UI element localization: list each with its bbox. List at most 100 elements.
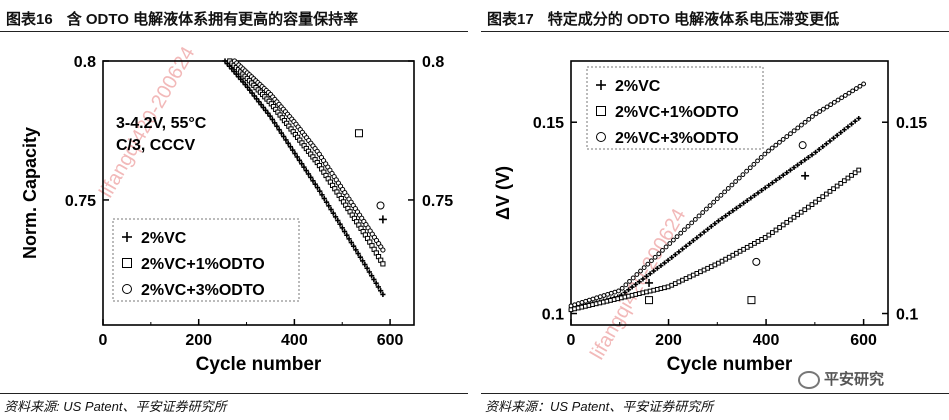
data-point-plus: [238, 76, 244, 82]
data-point-plus: [350, 243, 357, 249]
data-point-plus: [346, 236, 352, 242]
x-axis-title: Cycle number: [196, 354, 322, 375]
legend-label: 2%VC+1%ODTO: [141, 256, 265, 273]
data-point-circle: [799, 122, 804, 128]
data-point-circle: [857, 83, 863, 89]
data-point-plus: [310, 178, 316, 184]
plot-frame: [102, 60, 415, 326]
data-point-plus: [317, 188, 323, 194]
data-point-plus: [222, 58, 228, 64]
data-point-plus: [838, 130, 844, 135]
data-point-plus: [272, 120, 278, 126]
data-point-square: [813, 199, 818, 205]
data-point-plus: [647, 271, 653, 277]
figure-label: 图表17: [487, 11, 534, 28]
legend-marker-plus: [122, 232, 132, 242]
data-point-plus: [654, 265, 660, 271]
figure-heading: 特定成分的 ODTO 电解液体系电压滞变更低: [547, 11, 840, 28]
figure-title: 图表16 含 ODTO 电解液体系拥有更高的容量保持率: [6, 8, 358, 29]
data-point-plus: [344, 232, 350, 238]
data-point-square: [805, 204, 811, 210]
legend-marker-square: [122, 258, 132, 268]
data-point-plus: [827, 138, 833, 144]
x-tick-label: 200: [655, 332, 682, 349]
data-point-plus: [326, 203, 332, 209]
legend-box: [112, 218, 300, 302]
legend-label: 2%VC+3%ODTO: [615, 130, 739, 147]
data-point-plus: [303, 167, 309, 174]
data-point-plus: [299, 161, 305, 167]
data-point-circle: [828, 102, 834, 108]
data-point-plus: [823, 141, 829, 147]
data-point-circle: [813, 111, 819, 117]
data-point-plus: [260, 104, 266, 111]
data-point-circle: [722, 189, 728, 195]
data-point-circle: [707, 203, 713, 209]
stray-marker-plus: [801, 171, 810, 180]
data-point-circle: [671, 237, 676, 243]
y-axis-title: Norm. Capacity: [20, 127, 40, 259]
data-point-square: [798, 209, 804, 215]
data-point-plus: [795, 162, 800, 168]
y-axis-title: ΔV (V): [493, 166, 513, 220]
data-point-circle: [380, 247, 386, 253]
data-point-plus: [626, 287, 631, 293]
data-point-plus: [676, 249, 682, 255]
data-point-plus: [662, 260, 667, 266]
y-tick-label: 0.1: [542, 307, 564, 324]
data-point-square: [827, 188, 833, 194]
legend-marker-circle: [122, 284, 132, 294]
data-point-circle: [630, 275, 636, 281]
data-point-plus: [321, 195, 327, 202]
data-point-plus: [852, 118, 858, 124]
y-tick-label-right: 0.8: [422, 54, 444, 71]
source-rule: [0, 393, 468, 394]
data-point-plus: [276, 127, 282, 133]
data-point-circle: [736, 175, 742, 181]
data-point-plus: [658, 263, 664, 269]
data-point-plus: [312, 181, 318, 187]
data-point-plus: [680, 246, 685, 252]
figure-title: 图表17 特定成分的 ODTO 电解液体系电压滞变更低: [487, 8, 839, 29]
data-point-plus: [701, 229, 707, 235]
figure-heading: 含 ODTO 电解液体系拥有更高的容量保持率: [66, 11, 359, 28]
data-point-circle: [703, 206, 709, 212]
data-point-plus: [816, 147, 822, 152]
legend-box: [586, 66, 764, 150]
data-point-plus: [359, 258, 366, 264]
data-point-circle: [850, 88, 856, 94]
wechat-icon: [798, 371, 820, 390]
x-axis-title: Cycle number: [667, 354, 793, 375]
data-point-plus: [644, 273, 649, 279]
data-point-square: [791, 214, 797, 220]
data-point-plus: [281, 133, 287, 140]
data-point-plus: [375, 284, 381, 290]
data-point-plus: [337, 221, 343, 227]
stray-marker-square: [354, 129, 363, 138]
data-point-square: [841, 178, 847, 184]
data-point-plus: [308, 174, 314, 180]
data-point-circle: [846, 90, 852, 96]
data-point-plus: [777, 175, 783, 181]
data-point-circle: [641, 265, 647, 271]
plot-frame: [570, 60, 889, 326]
data-point-circle: [747, 165, 753, 171]
data-point-circle: [780, 137, 786, 142]
data-point-circle: [685, 223, 691, 229]
data-point-plus: [366, 269, 372, 275]
data-point-plus: [265, 110, 271, 116]
data-point-circle: [645, 261, 651, 267]
data-point-plus: [267, 113, 273, 119]
data-point-plus: [690, 238, 696, 243]
data-point-plus: [780, 172, 786, 178]
data-point-square: [780, 222, 786, 228]
data-point-plus: [353, 247, 359, 253]
data-point-square: [823, 191, 829, 197]
data-point-plus: [831, 135, 836, 141]
data-point-circle: [751, 161, 757, 167]
data-point-plus: [712, 221, 718, 227]
data-point-circle: [758, 155, 764, 160]
data-point-plus: [269, 116, 275, 123]
